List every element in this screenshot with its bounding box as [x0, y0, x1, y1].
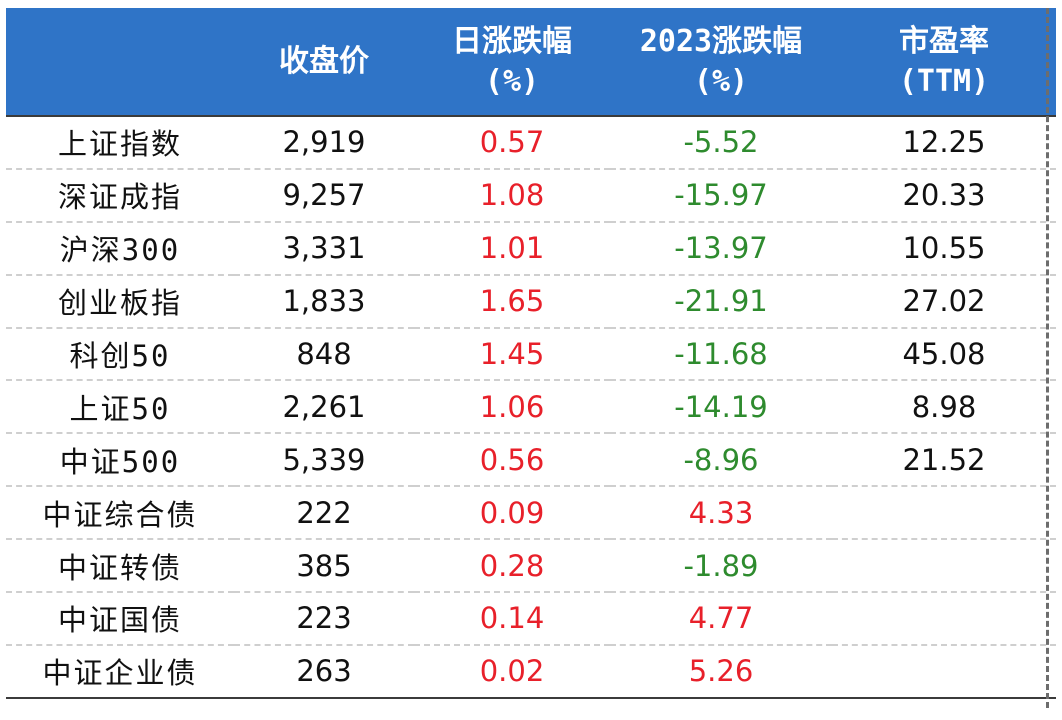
- daily-change-cell: 0.57: [479, 125, 545, 160]
- index-name-cell: 沪深300: [59, 233, 181, 268]
- ytd-change-cell: -21.91: [674, 284, 768, 319]
- table-header: 收盘价 日涨跌幅 (%) 2023涨跌幅 (%) 市盈率 (TTM): [6, 8, 1056, 116]
- header-ytd-change: 2023涨跌幅 (%): [610, 8, 832, 116]
- index-name-cell: 上证指数: [57, 127, 182, 162]
- table-row: 沪深300 3,331 1.01 -13.97 10.55: [6, 222, 1056, 275]
- index-name-cell: 中证500: [59, 444, 181, 479]
- index-name-cell: 深证成指: [57, 180, 182, 215]
- ytd-change-cell: -13.97: [674, 231, 768, 266]
- pe-ratio-cell: 8.98: [911, 389, 977, 424]
- header-daily-change-label: 日涨跌幅: [452, 23, 572, 59]
- daily-change-cell: 1.08: [479, 178, 545, 213]
- header-pe-ratio: 市盈率 (TTM): [832, 8, 1056, 116]
- table-row: 中证转债 385 0.28 -1.89: [6, 539, 1056, 593]
- pe-ratio-cell: 27.02: [902, 284, 986, 319]
- daily-change-cell: 1.65: [479, 284, 545, 319]
- header-index-name: [6, 8, 234, 116]
- close-price-cell: 263: [296, 654, 352, 689]
- pe-ratio-cell: [832, 539, 1056, 592]
- pe-ratio-cell: 20.33: [902, 178, 986, 213]
- close-price-cell: 848: [296, 337, 352, 371]
- table-row: 中证综合债 222 0.09 4.33: [6, 486, 1056, 540]
- ytd-change-cell: -11.68: [674, 337, 768, 371]
- pe-ratio-cell: 45.08: [902, 337, 986, 371]
- index-name-cell: 上证50: [69, 391, 171, 426]
- table-body: 上证指数 2,919 0.57 -5.52 12.25 深证成指 9,257 1.08 -15.…: [6, 116, 1056, 698]
- table-row: 上证指数 2,919 0.57 -5.52 12.25: [6, 116, 1056, 169]
- index-name-cell: 创业板指: [57, 286, 182, 321]
- ytd-change-cell: 4.33: [688, 495, 754, 530]
- header-pe-ratio-label: 市盈率: [899, 23, 989, 59]
- close-price-cell: 5,339: [282, 442, 366, 477]
- ytd-change-cell: -5.52: [683, 125, 759, 160]
- pe-ratio-cell: [832, 592, 1056, 645]
- index-name-cell: 中证企业债: [42, 656, 198, 691]
- close-price-cell: 223: [296, 601, 352, 636]
- daily-change-cell: 1.45: [479, 337, 545, 371]
- table-row: 上证50 2,261 1.06 -14.19 8.98: [6, 380, 1056, 434]
- close-price-cell: 222: [296, 495, 352, 530]
- right-dashed-border: [1046, 8, 1049, 708]
- index-name-cell: 中证国债: [57, 603, 182, 638]
- ytd-change-cell: -1.89: [683, 548, 759, 583]
- ytd-change-cell: 5.26: [688, 654, 754, 689]
- header-close-price: 收盘价: [234, 8, 414, 116]
- ytd-change-cell: 4.77: [688, 601, 754, 636]
- ytd-change-cell: -15.97: [674, 178, 768, 213]
- daily-change-cell: 0.56: [479, 442, 545, 477]
- close-price-cell: 385: [296, 548, 352, 583]
- daily-change-cell: 0.28: [479, 548, 545, 583]
- header-close-price-label: 收盘价: [279, 43, 369, 79]
- pe-ratio-cell: 21.52: [902, 442, 986, 477]
- header-daily-change-unit: (%): [484, 63, 540, 99]
- header-daily-change: 日涨跌幅 (%): [414, 8, 610, 116]
- daily-change-cell: 1.06: [479, 389, 545, 424]
- index-name-cell: 中证转债: [57, 550, 182, 585]
- table-row: 中证国债 223 0.14 4.77: [6, 592, 1056, 645]
- index-summary-table-wrapper: 收盘价 日涨跌幅 (%) 2023涨跌幅 (%) 市盈率 (TTM) 上证指数 2…: [6, 8, 1056, 708]
- ytd-change-cell: -14.19: [674, 389, 768, 424]
- ytd-change-cell: -8.96: [683, 442, 759, 477]
- header-pe-ratio-unit: (TTM): [898, 63, 990, 99]
- index-summary-table: 收盘价 日涨跌幅 (%) 2023涨跌幅 (%) 市盈率 (TTM) 上证指数 2…: [6, 8, 1056, 699]
- header-ytd-change-label: 2023涨跌幅: [639, 23, 803, 59]
- close-price-cell: 2,919: [282, 125, 366, 160]
- pe-ratio-cell: 10.55: [902, 231, 986, 266]
- daily-change-cell: 0.09: [479, 495, 545, 530]
- table-row: 创业板指 1,833 1.65 -21.91 27.02: [6, 275, 1056, 328]
- close-price-cell: 9,257: [282, 178, 366, 213]
- daily-change-cell: 0.02: [479, 654, 545, 689]
- header-row: 收盘价 日涨跌幅 (%) 2023涨跌幅 (%) 市盈率 (TTM): [6, 8, 1056, 116]
- index-name-cell: 中证综合债: [42, 497, 198, 532]
- pe-ratio-cell: [832, 645, 1056, 698]
- pe-ratio-cell: 12.25: [902, 125, 986, 160]
- daily-change-cell: 0.14: [479, 601, 545, 636]
- table-row: 中证500 5,339 0.56 -8.96 21.52: [6, 433, 1056, 487]
- daily-change-cell: 1.01: [479, 231, 545, 266]
- table-row: 深证成指 9,257 1.08 -15.97 20.33: [6, 169, 1056, 222]
- close-price-cell: 2,261: [282, 389, 366, 424]
- pe-ratio-cell: [832, 486, 1056, 539]
- index-name-cell: 科创50: [69, 339, 171, 373]
- close-price-cell: 1,833: [282, 284, 366, 319]
- table-row: 科创50 848 1.45 -11.68 45.08: [6, 328, 1056, 381]
- close-price-cell: 3,331: [282, 231, 366, 266]
- header-ytd-change-unit: (%): [693, 63, 749, 99]
- table-row: 中证企业债 263 0.02 5.26: [6, 645, 1056, 698]
